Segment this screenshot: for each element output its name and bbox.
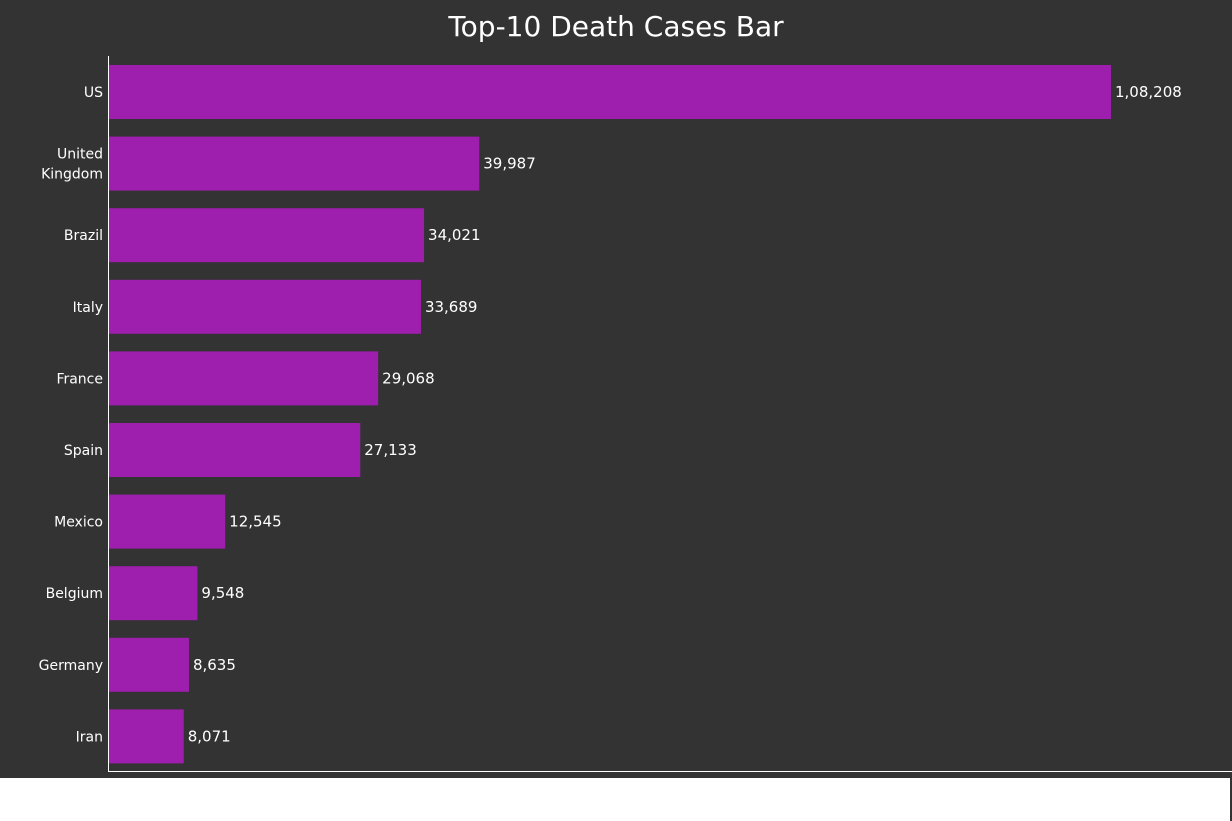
value-label: 12,545 xyxy=(229,513,282,531)
value-label: 34,021 xyxy=(428,226,481,244)
value-label: 29,068 xyxy=(382,369,435,387)
value-labels: 1,08,208 39,987 34,021 33,689 29,068 27,133 12… xyxy=(188,83,1182,745)
value-label: 1,08,208 xyxy=(1115,83,1182,101)
bars-layer xyxy=(109,65,1111,764)
category-label: United Kingdom xyxy=(41,147,103,183)
bar-brazil xyxy=(109,208,425,263)
bar-belgium xyxy=(109,566,198,621)
value-label: 33,689 xyxy=(425,298,478,316)
bottom-strip-edge xyxy=(1230,778,1232,821)
value-label: 9,548 xyxy=(201,584,244,602)
category-label: Spain xyxy=(64,443,103,459)
category-label: Italy xyxy=(73,300,103,316)
category-label: US xyxy=(84,85,103,101)
bar-iran xyxy=(109,709,184,764)
category-label: Brazil xyxy=(64,228,103,244)
category-label: France xyxy=(56,371,103,387)
bottom-blank-strip xyxy=(0,778,1232,821)
bar-us xyxy=(109,65,1111,119)
bar-italy xyxy=(109,279,421,334)
bar-spain xyxy=(109,423,361,477)
chart-title: Top-10 Death Cases Bar xyxy=(448,10,784,43)
category-label: Belgium xyxy=(46,586,103,602)
category-label: Germany xyxy=(39,658,103,674)
category-labels: US United Kingdom Brazil Italy France Spain Mex… xyxy=(39,85,103,745)
value-label: 8,071 xyxy=(188,727,231,745)
bar-united-kingdom xyxy=(109,136,480,191)
category-label: Mexico xyxy=(54,515,103,531)
value-label: 8,635 xyxy=(193,656,236,674)
value-label: 27,133 xyxy=(364,441,417,459)
bar-chart: US United Kingdom Brazil Italy France Spain Mex… xyxy=(39,56,1232,772)
bar-france xyxy=(109,351,379,406)
value-label: 39,987 xyxy=(483,155,535,173)
bar-mexico xyxy=(109,494,226,549)
category-label: Iran xyxy=(76,729,103,745)
bar-germany xyxy=(109,637,189,692)
